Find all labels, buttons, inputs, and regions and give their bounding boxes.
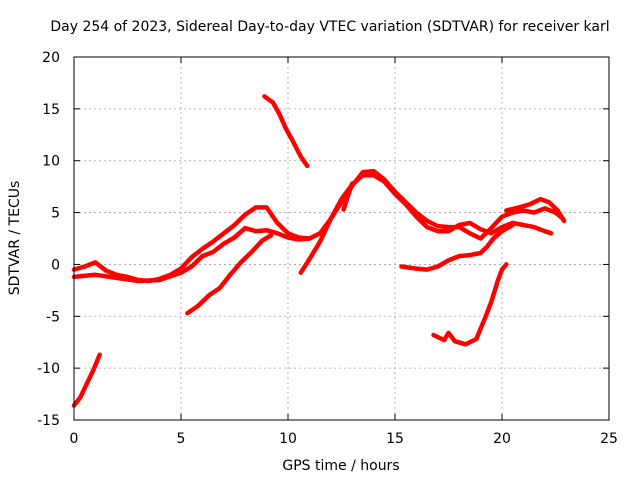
axis-ticks: 0 5 10 15 20 25 -15 -10 -5 0 5 10 15 20 [37, 50, 618, 447]
grid-lines [74, 57, 609, 420]
x-tick-label: 10 [279, 431, 297, 447]
series-arc-2 [262, 94, 310, 169]
y-tick-label: 15 [42, 102, 60, 118]
data-series [71, 94, 567, 408]
series-arc-4 [71, 172, 554, 284]
x-tick-label: 0 [70, 431, 79, 447]
series-arc-6 [185, 233, 274, 316]
y-tick-label: 20 [42, 50, 60, 66]
series-arc-9 [504, 196, 567, 224]
plot-frame [73, 56, 610, 421]
y-tick-label: 5 [51, 206, 60, 222]
y-tick-label: -5 [46, 309, 60, 325]
series-arc-10 [341, 181, 355, 212]
series-arc-7 [399, 222, 515, 272]
x-tick-label: 20 [493, 431, 511, 447]
series-arc-3 [71, 205, 312, 284]
series-arc-8 [431, 262, 509, 347]
y-tick-label: 0 [51, 257, 60, 273]
y-tick-label: -15 [37, 413, 60, 429]
x-tick-label: 15 [386, 431, 404, 447]
series-arc-5 [298, 168, 565, 275]
x-tick-label: 5 [177, 431, 186, 447]
y-tick-label: 10 [42, 154, 60, 170]
series-arc-1 [71, 352, 102, 408]
chart-title: Day 254 of 2023, Sidereal Day-to-day VTE… [50, 19, 609, 35]
y-tick-label: -10 [37, 361, 60, 377]
y-axis-label: SDTVAR / TECUs [7, 181, 23, 296]
x-axis-label: GPS time / hours [282, 458, 399, 474]
x-tick-label: 25 [600, 431, 618, 447]
